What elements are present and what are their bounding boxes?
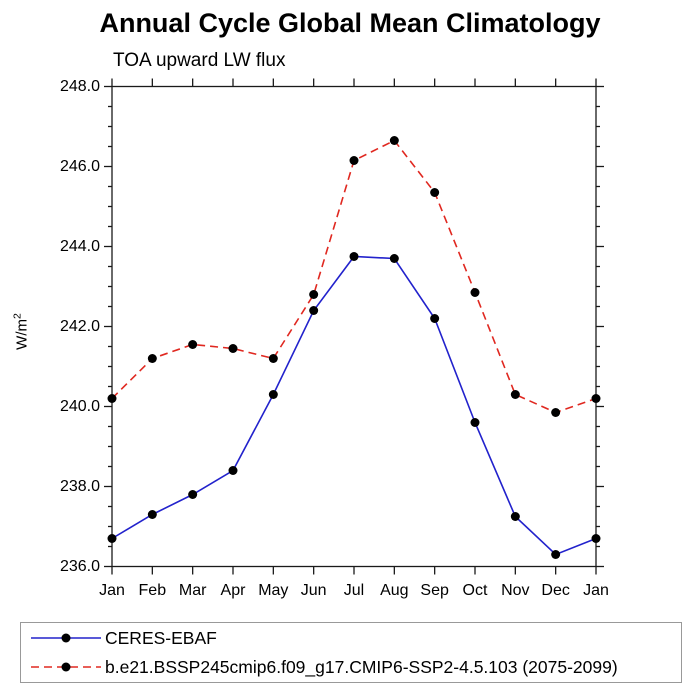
x-axis-tick-label: Oct [462,582,488,599]
data-point-marker [268,354,278,363]
y-axis-tick-label: 246.0 [59,157,100,175]
legend-label: b.e21.BSSP245cmip6.f09_g17.CMIP6-SSP2-4.… [105,656,618,677]
x-axis-tick-label: Nov [501,582,530,599]
legend-line-sample [31,662,101,672]
legend-item: CERES-EBAF [21,624,681,653]
x-axis-tick-label: Feb [138,582,167,599]
data-point-marker [349,156,359,165]
plot-frame [111,85,597,568]
chart-subtitle: TOA upward LW flux [113,50,286,71]
data-point-marker [107,394,117,403]
x-axis-tick-label: May [258,582,289,599]
y-axis-tick-label: 244.0 [59,237,100,255]
data-point-marker [470,418,480,427]
data-point-marker [389,136,399,145]
data-point-marker [309,306,319,315]
data-point-marker [147,354,157,363]
data-point-marker [551,408,561,417]
data-point-marker [349,252,359,261]
y-axis-tick-label: 248.0 [59,77,100,95]
x-axis-tick-label: Dec [541,582,570,599]
data-point-marker [510,512,520,521]
data-point-marker [510,390,520,399]
series-line-1 [111,139,597,414]
x-axis-tick-label: Jan [99,582,125,599]
x-axis-tick-label: Jul [343,582,365,599]
data-point-marker [228,344,238,353]
legend-item: b.e21.BSSP245cmip6.f09_g17.CMIP6-SSP2-4.… [21,653,681,682]
data-point-marker [147,510,157,519]
data-point-marker [228,466,238,475]
data-point-marker [591,394,601,403]
y-axis-tick-label: 236.0 [59,557,100,575]
data-point-marker [430,188,440,197]
legend-marker [61,633,71,643]
x-axis-tick-label: Apr [220,582,246,599]
x-axis-tick-label: Aug [380,582,409,599]
legend-box: CERES-EBAF b.e21.BSSP245cmip6.f09_g17.CMI… [20,622,682,683]
series-line-0 [111,255,597,556]
data-point-marker [107,534,117,543]
x-axis-tick-label: Jun [300,582,327,599]
data-point-marker [430,314,440,323]
legend-marker [61,662,71,672]
data-point-marker [470,288,480,297]
data-point-marker [188,490,198,499]
data-point-marker [309,290,319,299]
legend-line-sample [31,633,101,643]
data-point-marker [188,340,198,349]
y-axis-tick-label: 240.0 [59,397,100,415]
data-point-marker [268,390,278,399]
data-point-marker [591,534,601,543]
chart-title: Annual Cycle Global Mean Climatology [99,8,601,38]
x-axis-tick-label: Mar [178,582,207,599]
y-axis-tick-label: 238.0 [59,477,100,495]
x-axis-tick-label: Sep [420,582,449,599]
legend-label: CERES-EBAF [105,627,217,648]
data-point-marker [551,550,561,559]
x-axis-tick-label: Jan [583,582,609,599]
y-axis-tick-label: 242.0 [59,317,100,335]
data-point-marker [389,254,399,263]
